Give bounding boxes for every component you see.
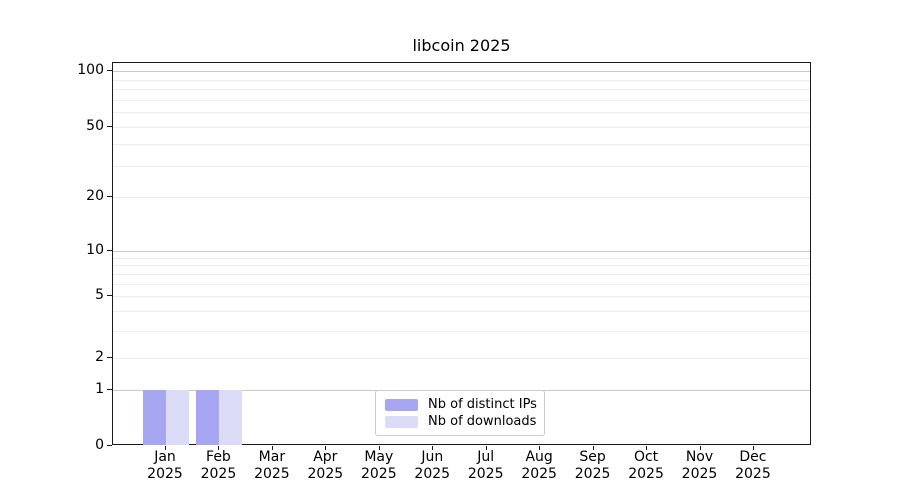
x-axis-tick-label: Nov 2025: [681, 449, 718, 482]
y-tick-mark: [107, 126, 112, 127]
x-axis-tick-label: Oct 2025: [628, 449, 664, 482]
x-tick-mark: [646, 446, 648, 450]
legend: Nb of distinct IPs Nb of downloads: [375, 390, 545, 436]
y-axis-tick-label: 50: [86, 118, 104, 134]
x-tick-mark: [271, 446, 273, 450]
x-tick-mark: [592, 446, 594, 450]
y-axis-tick-label: 5: [95, 287, 104, 303]
legend-row: Nb of distinct IPs: [385, 396, 537, 413]
gridline-minor: [113, 274, 810, 276]
gridline-minor: [113, 144, 810, 146]
gridline-minor: [113, 79, 810, 81]
gridline-minor: [113, 265, 810, 267]
gridline-minor: [113, 358, 810, 359]
legend-label: Nb of downloads: [428, 414, 537, 429]
gridline-minor: [113, 284, 810, 286]
gridline-minor: [113, 296, 810, 297]
bar-downloads: [219, 390, 243, 445]
gridline-minor: [113, 89, 810, 91]
gridline-minor: [113, 257, 810, 259]
y-tick-mark: [107, 250, 112, 251]
x-tick-mark: [165, 446, 166, 450]
x-tick-mark: [218, 446, 220, 450]
y-tick-mark: [107, 70, 112, 71]
gridline-minor: [113, 330, 810, 332]
chart-title: libcoin 2025: [412, 36, 511, 55]
x-tick-mark: [539, 446, 541, 450]
x-axis-tick-label: Apr 2025: [307, 449, 344, 482]
x-axis-tick-label: Dec 2025: [735, 449, 771, 482]
x-axis-tick-label: Jun 2025: [414, 449, 451, 482]
y-tick-mark: [107, 445, 112, 446]
gridline-minor: [113, 112, 810, 114]
x-tick-mark: [378, 446, 380, 450]
x-axis-tick-label: Jan 2025: [147, 449, 183, 482]
bar-downloads: [166, 390, 189, 445]
y-axis-tick-label: 20: [86, 188, 104, 204]
y-axis-tick-label: 1: [95, 381, 104, 397]
x-tick-mark: [752, 446, 754, 450]
legend-label: Nb of distinct IPs: [428, 397, 537, 412]
x-axis-tick-label: Aug 2025: [521, 449, 557, 482]
gridline-minor: [113, 99, 810, 101]
x-axis-tick-label: Mar 2025: [254, 449, 290, 482]
plot-area: [112, 62, 811, 445]
bar-distinct-ips: [196, 390, 220, 445]
legend-swatch-downloads: [385, 415, 418, 428]
x-axis-tick-label: Feb 2025: [200, 449, 237, 482]
bar-distinct-ips: [143, 390, 166, 445]
x-tick-mark: [325, 446, 327, 450]
legend-row: Nb of downloads: [385, 413, 537, 430]
x-tick-mark: [432, 446, 434, 450]
gridline-major: [113, 251, 810, 252]
x-axis-tick-label: Jul 2025: [467, 449, 504, 482]
gridline-minor: [113, 127, 810, 128]
y-tick-mark: [107, 196, 112, 197]
y-axis-tick-label: 100: [77, 62, 104, 78]
y-tick-mark: [107, 389, 112, 390]
legend-swatch-distinct-ips: [385, 398, 418, 411]
gridline-minor: [113, 166, 810, 168]
gridline-major: [113, 71, 810, 72]
x-tick-mark: [485, 446, 487, 450]
y-axis-tick-label: 2: [95, 349, 104, 365]
x-axis-tick-label: Sep 2025: [574, 449, 611, 482]
x-tick-mark: [699, 446, 701, 450]
y-tick-mark: [107, 295, 112, 296]
gridline-minor: [113, 197, 810, 198]
y-tick-mark: [107, 357, 112, 358]
y-axis-tick-label: 0: [95, 437, 104, 453]
x-axis-tick-label: May 2025: [360, 449, 397, 482]
gridline-minor: [113, 311, 810, 313]
y-axis-tick-label: 10: [86, 242, 104, 258]
